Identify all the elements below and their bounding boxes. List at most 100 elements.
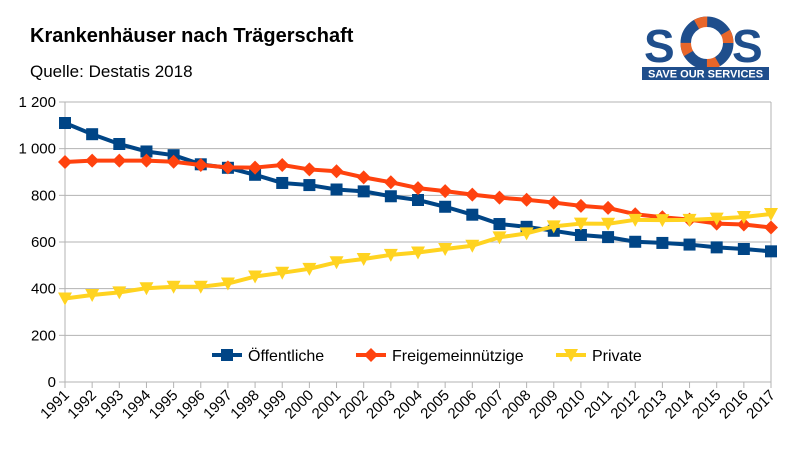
legend-label: Öffentliche xyxy=(248,347,324,365)
x-tick-label: 1996 xyxy=(173,387,209,423)
data-point xyxy=(765,245,777,258)
data-point xyxy=(330,183,343,196)
legend-item-1: Öffentliche xyxy=(212,347,324,365)
x-tick-label: 2006 xyxy=(445,387,481,423)
data-point xyxy=(466,208,479,221)
x-tick-label: 2017 xyxy=(743,387,779,423)
data-point xyxy=(519,227,534,241)
data-point xyxy=(166,154,181,169)
data-point xyxy=(411,181,425,196)
x-tick-label: 2014 xyxy=(662,387,698,423)
data-point xyxy=(329,164,344,179)
data-point xyxy=(58,154,72,169)
data-point xyxy=(275,158,290,172)
data-point xyxy=(220,277,235,291)
chart-subtitle: Quelle: Destatis 2018 xyxy=(30,62,193,81)
legend-item-2: Freigemeinnützige xyxy=(356,348,524,365)
data-point xyxy=(59,117,71,129)
x-tick-label: 2008 xyxy=(499,387,535,423)
data-point xyxy=(112,153,127,168)
y-axis-ticks: 0 200 400 600 800 1 000 1 200 xyxy=(18,94,65,391)
data-point xyxy=(628,213,643,227)
data-point xyxy=(546,195,561,210)
x-tick-label: 2007 xyxy=(472,387,508,423)
data-point xyxy=(465,239,480,253)
data-point xyxy=(573,198,588,213)
logo-letter-s2: S xyxy=(732,20,763,72)
data-point xyxy=(329,256,344,270)
y-tick-label: 1 000 xyxy=(18,141,56,158)
data-point xyxy=(573,217,588,231)
x-tick-label: 2005 xyxy=(417,387,453,423)
y-tick-label: 1 200 xyxy=(18,94,56,111)
data-point xyxy=(602,231,615,244)
data-point xyxy=(112,286,127,300)
data-point xyxy=(113,138,126,150)
legend-label: Private xyxy=(592,348,642,365)
data-point xyxy=(519,192,534,207)
data-point xyxy=(356,170,371,185)
data-point xyxy=(683,238,696,251)
data-point xyxy=(764,220,778,235)
data-point xyxy=(629,235,642,248)
x-tick-label: 1993 xyxy=(92,387,128,423)
data-point xyxy=(383,248,398,262)
data-point xyxy=(601,217,616,231)
data-point xyxy=(248,270,263,284)
legend-item-3: Private xyxy=(556,348,642,365)
x-tick-label: 2011 xyxy=(581,387,616,422)
logo-tagline: SAVE OUR SERVICES xyxy=(648,69,763,81)
x-tick-label: 2015 xyxy=(689,387,725,423)
data-point xyxy=(276,176,289,189)
data-point xyxy=(58,292,72,306)
y-tick-label: 800 xyxy=(31,187,56,204)
data-point xyxy=(302,162,317,177)
x-tick-label: 1994 xyxy=(119,387,155,423)
data-point xyxy=(383,175,398,190)
legend-marker xyxy=(221,349,233,361)
x-tick-label: 1999 xyxy=(254,387,290,423)
data-point xyxy=(140,145,153,158)
data-point xyxy=(656,236,669,249)
data-point xyxy=(220,160,235,175)
x-tick-label: 2010 xyxy=(553,387,589,423)
data-point xyxy=(465,187,480,202)
legend-marker xyxy=(364,348,378,362)
data-point xyxy=(764,208,778,221)
x-tick-label: 2002 xyxy=(336,387,372,423)
data-point xyxy=(193,280,208,294)
data-point xyxy=(412,194,424,206)
x-tick-label: 2009 xyxy=(526,387,562,423)
data-point xyxy=(384,190,397,203)
data-point xyxy=(248,160,263,175)
sos-logo: S S SAVE OUR SERVICES xyxy=(642,16,769,81)
data-point xyxy=(710,241,723,254)
data-point xyxy=(139,282,154,296)
data-point xyxy=(166,280,181,294)
data-point xyxy=(139,153,154,168)
x-tick-label: 2016 xyxy=(716,387,752,423)
data-point xyxy=(493,218,506,231)
data-point xyxy=(682,213,697,227)
data-point xyxy=(574,229,587,241)
data-point xyxy=(249,168,262,181)
y-tick-label: 200 xyxy=(31,327,56,344)
data-point xyxy=(655,214,670,228)
y-tick-label: 0 xyxy=(48,374,56,391)
x-tick-label: 1997 xyxy=(200,387,236,423)
series-3 xyxy=(58,208,778,306)
data-point xyxy=(85,288,100,302)
x-tick-label: 1992 xyxy=(64,387,100,423)
logo-letter-s1: S xyxy=(644,20,675,72)
data-point xyxy=(737,243,750,255)
x-tick-label: 2004 xyxy=(390,387,426,423)
data-point xyxy=(709,212,724,226)
logo-band xyxy=(642,67,769,80)
x-tick-label: 2013 xyxy=(635,387,671,423)
lifebuoy-icon xyxy=(680,16,734,70)
x-tick-label: 2001 xyxy=(309,387,345,423)
data-point xyxy=(85,153,100,168)
x-tick-label: 1998 xyxy=(227,387,263,423)
data-point xyxy=(411,246,425,260)
